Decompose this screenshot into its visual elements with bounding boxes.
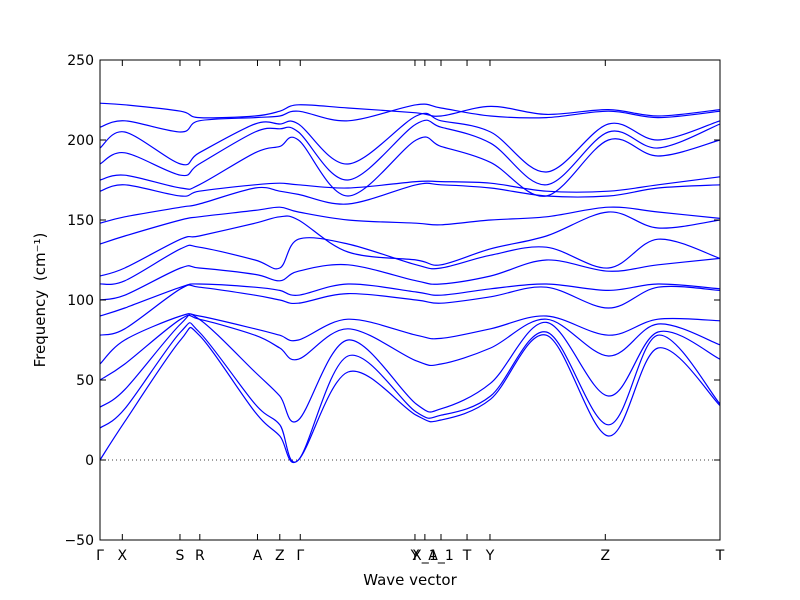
y-tick-label: 200: [67, 133, 94, 149]
band-line-12: [99, 182, 721, 224]
band-line-8: [99, 257, 721, 301]
y-axis-label: Frequency (cm⁻¹): [31, 233, 49, 368]
y-tick-label: 100: [67, 293, 94, 309]
y-tick-label: 0: [85, 453, 94, 469]
x-tick-label: Z: [601, 548, 611, 564]
y-axis-label-unit: (cm⁻¹): [31, 233, 49, 282]
x-tick-label: Z: [275, 548, 285, 564]
x-tick-label: T: [715, 548, 725, 564]
band-line-14: [99, 136, 721, 197]
series-layer: [99, 102, 721, 463]
band-line-7: [99, 283, 721, 317]
x-tick-label: A: [253, 548, 263, 564]
y-tick-label: 250: [67, 53, 94, 69]
plot-frame: [99, 59, 721, 541]
band-line-17: [99, 103, 721, 133]
x-axis-label: Wave vector: [363, 571, 457, 589]
x-tick-label: Y: [410, 548, 420, 564]
y-axis-label-text: Frequency: [31, 290, 49, 368]
band-line-9: [99, 237, 721, 286]
band-line-15: [99, 119, 721, 186]
x-tick-label: A_1: [428, 548, 453, 564]
y-tick-label: 50: [76, 373, 94, 389]
band-line-13: [99, 176, 721, 197]
x-tick-label: X: [118, 548, 128, 564]
y-tick-label: 150: [67, 213, 94, 229]
band-line-11: [99, 206, 721, 245]
x-tick-label: R: [195, 548, 205, 564]
band-line-10: [99, 211, 721, 277]
band-line-16: [99, 112, 721, 173]
x-tick-label: T: [462, 548, 472, 564]
band-line-5: [99, 313, 721, 365]
band-line-4: [99, 314, 721, 381]
x-tick-label: S: [176, 548, 185, 564]
x-tick-label: Γ: [96, 548, 104, 564]
band-line-2: [99, 322, 721, 463]
band-line-18: [99, 102, 721, 119]
x-tick-label: X_1: [412, 548, 438, 564]
x-tick-label: Y: [485, 548, 495, 564]
band-line-1: [99, 327, 721, 463]
x-tick-label: Γ: [296, 548, 304, 564]
y-tick-label: −50: [64, 533, 94, 549]
